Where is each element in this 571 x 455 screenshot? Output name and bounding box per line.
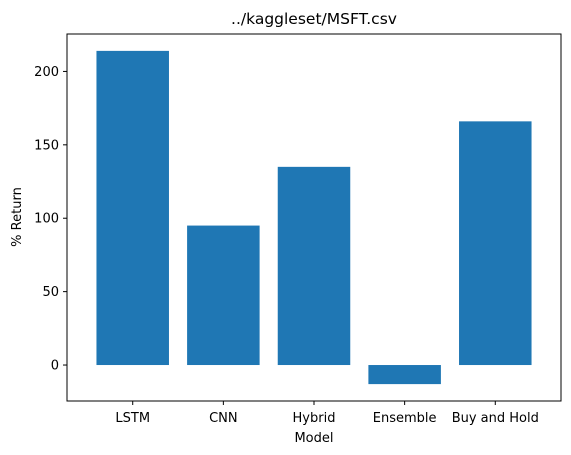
y-tick-label: 0 xyxy=(51,359,59,374)
bar-cnn xyxy=(187,225,260,366)
x-tick-label: Hybrid xyxy=(293,411,336,426)
x-tick-label: LSTM xyxy=(115,411,150,426)
x-axis-title: Model xyxy=(294,431,333,446)
y-axis-title: % Return xyxy=(10,187,25,247)
chart-title: ../kaggleset/MSFT.csv xyxy=(231,10,397,28)
y-axis: 0 50 100 150 200 xyxy=(34,65,67,374)
y-tick-label: 100 xyxy=(34,212,59,227)
bar-buy-and-hold xyxy=(459,121,532,366)
x-axis: LSTM CNN Hybrid Ensemble Buy and Hold xyxy=(115,401,539,426)
bar-hybrid xyxy=(277,166,351,366)
bar-lstm xyxy=(96,50,169,366)
y-tick-label: 150 xyxy=(34,138,59,153)
x-tick-label: CNN xyxy=(209,411,238,426)
bar-ensemble xyxy=(368,365,441,385)
bars-group xyxy=(96,50,532,385)
y-tick-label: 50 xyxy=(42,285,59,300)
x-tick-label: Ensemble xyxy=(373,411,437,426)
x-tick-label: Buy and Hold xyxy=(452,411,539,426)
y-tick-label: 200 xyxy=(34,65,59,80)
